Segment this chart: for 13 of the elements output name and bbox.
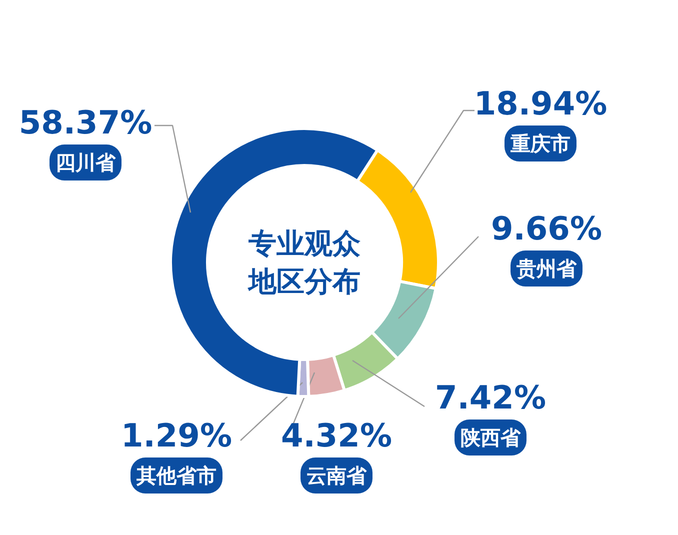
data-label: 9.66% xyxy=(490,210,602,248)
slice-label: 其他省市 xyxy=(136,464,216,488)
data-label: 58.37% xyxy=(18,104,152,142)
slice-label: 四川省 xyxy=(56,150,116,174)
text: 专业观众地区分布 xyxy=(246,227,362,298)
data-label: 7.42% xyxy=(434,378,546,416)
data-label: 18.94% xyxy=(474,84,608,122)
slice-label: 陕西省 xyxy=(460,426,522,450)
slice-label: 贵州省 xyxy=(516,256,578,280)
data-label: 4.32% xyxy=(280,416,392,454)
slice-label: 重庆市 xyxy=(510,132,570,156)
slice-label: 云南省 xyxy=(306,464,368,488)
data-label: 1.29% xyxy=(120,416,232,454)
